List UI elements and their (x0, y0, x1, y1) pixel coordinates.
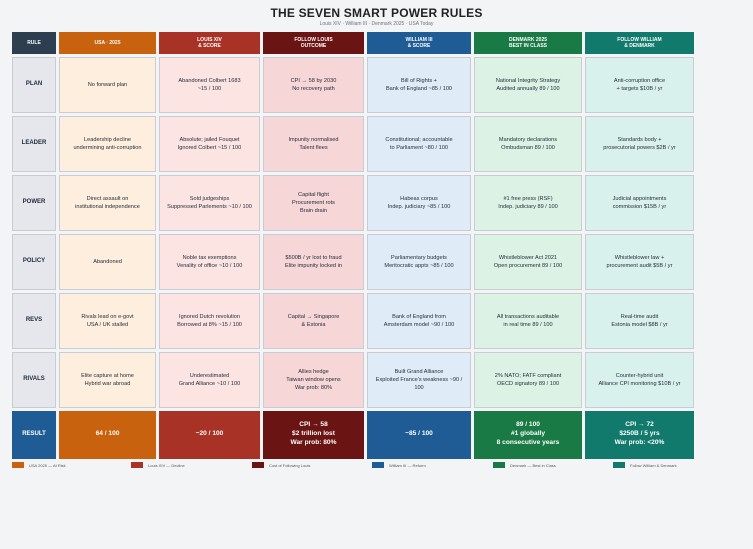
cell-power-usa: Direct assault on institutional independ… (59, 174, 156, 231)
rule-label-leader: LEADER (12, 115, 56, 172)
cell-rivals-follow-william: Counter-hybrid unit Alliance CPI monitor… (585, 351, 694, 408)
cell-leader-usa: Leadership decline undermining anti-corr… (59, 115, 156, 172)
cell-plan-william: Bill of Rights + Bank of England ~85 / 1… (367, 56, 471, 113)
rule-label-plan: PLAN (12, 56, 56, 113)
cell-policy-usa: Abandoned (59, 233, 156, 290)
cell-rivals-louis: Underestimated Grand Alliance ~10 / 100 (159, 351, 260, 408)
cell-plan-denmark: National Integrity Strategy Audited annu… (474, 56, 582, 113)
legend-swatch (372, 462, 384, 468)
cell-power-denmark: #1 free press (RSF) Indep. judiciary 89 … (474, 174, 582, 231)
cell-power-louis: Sold judgeships Suppressed Parlements ~1… (159, 174, 260, 231)
cell-revs-follow-louis: Capital → Singapore & Estonia (263, 292, 364, 349)
legend-label: Follow William & Denmark (630, 462, 677, 468)
header-follow-louis: FOLLOW LOUIS OUTCOME (263, 32, 364, 54)
result-follow-louis: CPI → 58 $2 trillion lost War prob: 80% (263, 410, 364, 459)
legend-label: USA 2025 — At Risk (29, 462, 66, 468)
header-louis: LOUIS XIV & SCORE (159, 32, 260, 54)
cell-policy-follow-william: Whistleblower law + procurement audit $5… (585, 233, 694, 290)
cell-plan-follow-william: Anti-corruption office + targets $10B / … (585, 56, 694, 113)
cell-revs-denmark: All transactions auditable in real time … (474, 292, 582, 349)
result-william: ~85 / 100 (367, 410, 471, 459)
legend-label: Denmark — Best in Class (510, 462, 556, 468)
cell-policy-louis: Noble tax exemptions Venality of office … (159, 233, 260, 290)
cell-revs-follow-william: Real-time audit Estonia model $8B / yr (585, 292, 694, 349)
cell-policy-follow-louis: $500B / yr lost to fraud Elite impunity … (263, 233, 364, 290)
result-follow-william: CPI → 72 $250B / 5 yrs War prob: <20% (585, 410, 694, 459)
cell-power-follow-louis: Capital flight Procurement rots Brain dr… (263, 174, 364, 231)
cell-rivals-follow-louis: Allies hedge Taiwan window opens War pro… (263, 351, 364, 408)
legend-item-follow-william: Follow William & Denmark (613, 462, 677, 468)
legend-swatch (252, 462, 264, 468)
legend-item-follow-louis: Cost of Following Louis (252, 462, 310, 468)
cell-leader-follow-louis: Impunity normalised Talent flees (263, 115, 364, 172)
cell-policy-denmark: Whistleblower Act 2021 Open procurement … (474, 233, 582, 290)
cell-leader-follow-william: Standards body + prosecutorial powers $2… (585, 115, 694, 172)
rules-matrix: RULE USA · 2025 LOUIS XIV & SCORE FOLLOW LO… (12, 32, 694, 459)
legend-swatch (12, 462, 24, 468)
cell-rivals-usa: Elite capture at home Hybrid war abroad (59, 351, 156, 408)
header-william: WILLIAM III & SCORE (367, 32, 471, 54)
cell-rivals-denmark: 2% NATO; FATF compliant OECD signatory 8… (474, 351, 582, 408)
cell-leader-louis: Absolute; jailed Fouquet Ignored Colbert… (159, 115, 260, 172)
header-usa: USA · 2025 (59, 32, 156, 54)
result-denmark: 89 / 100 #1 globally 8 consecutive years (474, 410, 582, 459)
cell-plan-louis: Abandoned Colbert 1683 ~15 / 100 (159, 56, 260, 113)
cell-power-follow-william: Judicial appointments commission $15B / … (585, 174, 694, 231)
legend-swatch (493, 462, 505, 468)
cell-leader-william: Constitutional; accountable to Parliamen… (367, 115, 471, 172)
rule-label-revs: REVS (12, 292, 56, 349)
cell-leader-denmark: Mandatory declarations Ombudsman 89 / 10… (474, 115, 582, 172)
result-usa: 64 / 100 (59, 410, 156, 459)
legend-item-usa: USA 2025 — At Risk (12, 462, 66, 468)
legend-item-louis: Louis XIV — Decline (131, 462, 185, 468)
cell-revs-william: Bank of England from Amsterdam model ~90… (367, 292, 471, 349)
legend-item-william: William III — Reform (372, 462, 426, 468)
legend-label: Louis XIV — Decline (148, 462, 185, 468)
header-denmark: DENMARK 2025 BEST IN CLASS (474, 32, 582, 54)
header-rule: RULE (12, 32, 56, 54)
cell-revs-usa: Rivals lead on e-govt USA / UK stalled (59, 292, 156, 349)
cell-revs-louis: Ignored Dutch revolution Borrowed at 8% … (159, 292, 260, 349)
rule-label-rivals: RIVALS (12, 351, 56, 408)
cell-rivals-william: Built Grand Alliance Exploited France's … (367, 351, 471, 408)
header-follow-william: FOLLOW WILLIAM & DENMARK (585, 32, 694, 54)
result-label: RESULT (12, 410, 56, 459)
cell-power-william: Habeas corpus Indep. judiciary ~85 / 100 (367, 174, 471, 231)
legend-item-denmark: Denmark — Best in Class (493, 462, 556, 468)
rule-label-power: POWER (12, 174, 56, 231)
legend-label: William III — Reform (389, 462, 426, 468)
legend-swatch (613, 462, 625, 468)
cell-plan-follow-louis: CPI → 58 by 2030 No recovery path (263, 56, 364, 113)
page-title: THE SEVEN SMART POWER RULES (270, 6, 483, 20)
cell-policy-william: Parliamentary budgets Meritocratic appts… (367, 233, 471, 290)
cell-plan-usa: No forward plan (59, 56, 156, 113)
result-louis: ~20 / 100 (159, 410, 260, 459)
page-subtitle: Louis XIV · William III · Denmark 2025 ·… (319, 21, 434, 27)
legend-swatch (131, 462, 143, 468)
rule-label-policy: POLICY (12, 233, 56, 290)
legend-label: Cost of Following Louis (269, 462, 311, 468)
